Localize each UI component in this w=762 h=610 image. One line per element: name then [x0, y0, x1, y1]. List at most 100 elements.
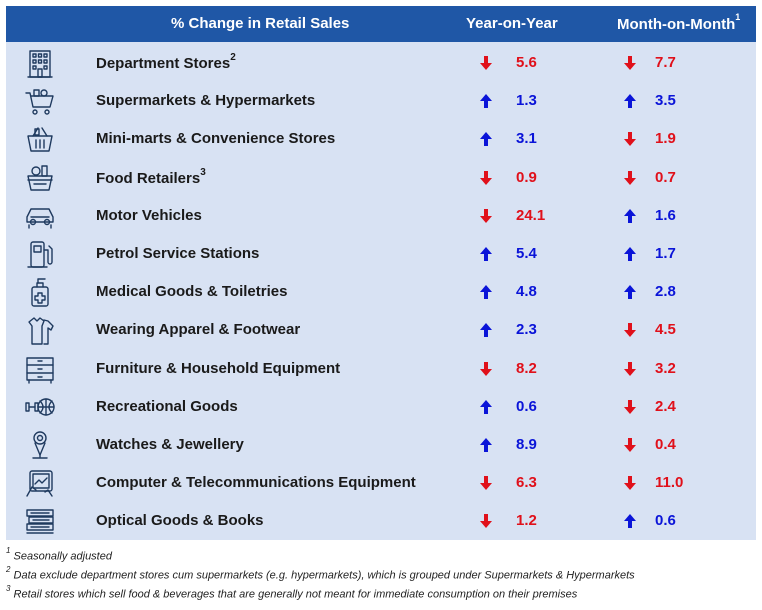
table-row: Department Stores2 5.6 7.7 [6, 44, 756, 82]
yoy-column-header: Year-on-Year [466, 15, 558, 32]
food-basket-icon [24, 162, 56, 194]
yoy-value: 4.8 [516, 283, 537, 301]
table-row: Motor Vehicles 24.1 1.6 [6, 197, 756, 235]
arrow-up-icon [479, 131, 493, 147]
row-label: Petrol Service Stations [96, 245, 260, 262]
row-footnote-mark: 3 [200, 166, 206, 178]
arrow-down-icon [479, 475, 493, 491]
yoy-value: 5.6 [516, 54, 537, 71]
row-label: Watches & Jewellery [96, 436, 244, 453]
arrow-up-icon [479, 284, 493, 300]
footnote-2: 2 Data exclude department stores cum sup… [6, 565, 635, 582]
table-row: Petrol Service Stations 5.4 1.7 [6, 235, 756, 273]
arrow-down-icon [623, 131, 637, 147]
arrow-down-icon [479, 513, 493, 529]
books-icon [24, 505, 56, 537]
row-label: Mini-marts & Convenience Stores [96, 130, 336, 148]
mom-value: 1.6 [655, 206, 676, 224]
mom-value: 0.6 [655, 512, 676, 530]
arrow-down-icon [623, 475, 637, 491]
row-label: Medical Goods & Toiletries [96, 283, 288, 301]
mom-value: 2.8 [655, 283, 676, 301]
table-row: Food Retailers3 0.9 0.7 [6, 159, 756, 197]
tablet-icon [24, 467, 56, 499]
table-header: % Change in Retail Sales Year-on-Year Mo… [6, 6, 756, 42]
row-label: Computer & Telecommunications Equipment [96, 474, 416, 492]
yoy-value: 8.2 [516, 359, 537, 377]
arrow-down-icon [479, 55, 493, 71]
table-row: Computer & Telecommunications Equipment 6… [6, 464, 756, 502]
yoy-value: 6.3 [516, 474, 537, 492]
mom-value: 11.0 [655, 474, 684, 492]
arrow-down-icon [623, 170, 637, 186]
arrow-up-icon [623, 208, 637, 224]
yoy-value: 8.9 [516, 436, 537, 453]
table-row: Supermarkets & Hypermarkets 1.3 3.5 [6, 82, 756, 120]
medical-bottle-icon [24, 276, 56, 308]
category-column-header: % Change in Retail Sales [171, 15, 350, 32]
mom-footnote-mark: 1 [735, 12, 741, 22]
arrow-down-icon [623, 399, 637, 415]
sports-icon [24, 391, 56, 423]
arrow-up-icon [623, 93, 637, 109]
table-row: Furniture & Household Equipment 8.2 3.2 [6, 350, 756, 388]
table-row: Watches & Jewellery 8.9 0.4 [6, 426, 756, 464]
jewellery-bust-icon [24, 429, 56, 461]
cabinet-icon [24, 353, 56, 385]
row-label: Furniture & Household Equipment [96, 359, 341, 377]
yoy-value: 5.4 [516, 245, 537, 262]
arrow-up-icon [623, 246, 637, 262]
footnote-3: 3 Retail stores which sell food & bevera… [6, 584, 578, 601]
arrow-down-icon [623, 361, 637, 377]
table-row: Mini-marts & Convenience Stores 3.1 1.9 [6, 120, 756, 158]
arrow-up-icon [623, 284, 637, 300]
yoy-value: 0.6 [516, 397, 537, 415]
yoy-value: 24.1 [516, 206, 546, 224]
arrow-up-icon [479, 322, 493, 338]
arrow-down-icon [479, 208, 493, 224]
retail-sales-table: % Change in Retail Sales Year-on-Year Mo… [6, 6, 756, 540]
arrow-up-icon [479, 93, 493, 109]
department-store-icon [24, 47, 56, 79]
mom-value: 7.7 [655, 54, 676, 71]
arrow-up-icon [623, 513, 637, 529]
table-row: Recreational Goods 0.6 2.4 [6, 388, 756, 426]
arrow-down-icon [623, 437, 637, 453]
mom-value: 0.4 [655, 436, 676, 453]
row-label: Recreational Goods [96, 397, 238, 415]
shopping-cart-icon [24, 85, 56, 117]
mom-value: 4.5 [655, 321, 676, 339]
arrow-down-icon [623, 55, 637, 71]
yoy-value: 2.3 [516, 321, 537, 339]
mom-value: 3.5 [655, 92, 676, 110]
table-row: Wearing Apparel & Footwear 2.3 4.5 [6, 311, 756, 349]
arrow-up-icon [479, 399, 493, 415]
yoy-value: 1.3 [516, 92, 537, 110]
table-row: Medical Goods & Toiletries 4.8 2.8 [6, 273, 756, 311]
row-label: Food Retailers3 [96, 166, 206, 187]
yoy-value: 1.2 [516, 512, 537, 530]
footnote-1: 1 Seasonally adjusted [6, 546, 112, 563]
fuel-pump-icon [24, 238, 56, 270]
arrow-down-icon [479, 361, 493, 377]
row-label: Supermarkets & Hypermarkets [96, 92, 316, 110]
footnotes: 1 Seasonally adjusted 2 Data exclude dep… [6, 546, 635, 605]
shopping-basket-icon [24, 123, 56, 155]
arrow-up-icon [479, 437, 493, 453]
mom-value: 1.9 [655, 130, 676, 148]
mom-value: 0.7 [655, 168, 676, 186]
row-label: Optical Goods & Books [96, 512, 264, 530]
mom-column-header: Month-on-Month1 [617, 12, 741, 33]
yoy-value: 3.1 [516, 130, 537, 148]
arrow-down-icon [479, 170, 493, 186]
row-label: Department Stores2 [96, 52, 236, 72]
mom-value: 2.4 [655, 397, 676, 415]
mom-value: 1.7 [655, 245, 676, 262]
row-label: Wearing Apparel & Footwear [96, 321, 301, 339]
row-label: Motor Vehicles [96, 206, 202, 224]
row-footnote-mark: 2 [230, 52, 236, 63]
table-row: Optical Goods & Books 1.2 0.6 [6, 502, 756, 540]
yoy-value: 0.9 [516, 168, 537, 186]
clothing-icon [24, 314, 56, 346]
arrow-up-icon [479, 246, 493, 262]
